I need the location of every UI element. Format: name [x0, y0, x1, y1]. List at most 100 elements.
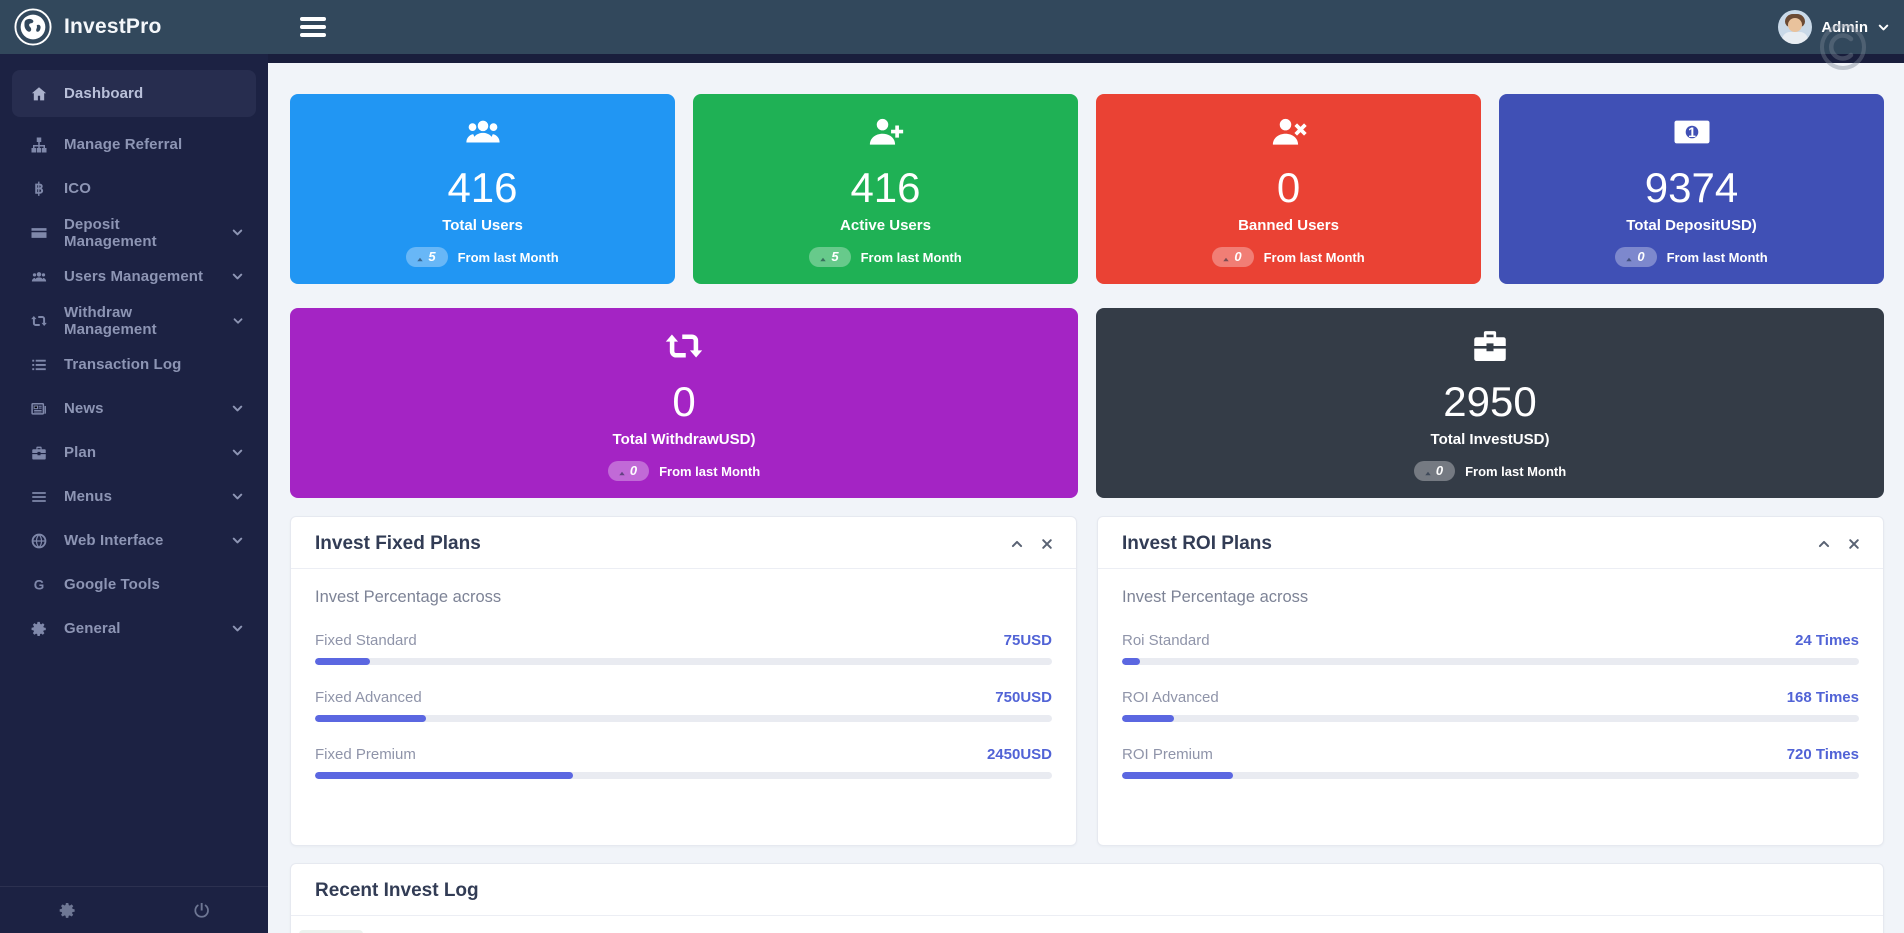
- sidebar-item-news[interactable]: News: [12, 390, 256, 427]
- plan-value: 75USD: [1003, 632, 1052, 649]
- power-icon[interactable]: [134, 901, 268, 920]
- stat-card-active-users: 416 Active Users 5 From last Month: [693, 94, 1078, 284]
- exchange-icon: [661, 325, 707, 369]
- close-icon[interactable]: [1847, 537, 1861, 551]
- sidebar-item-ico[interactable]: ฿ ICO: [12, 170, 256, 207]
- log-row-peek: [299, 930, 363, 933]
- stat-card-total-users: 416 Total Users 5 From last Month: [290, 94, 675, 284]
- newspaper-icon: [29, 400, 49, 418]
- sidebar-item-label: Google Tools: [64, 576, 160, 593]
- delta-note: From last Month: [1666, 249, 1768, 265]
- progress-fill: [315, 772, 573, 779]
- users-group-icon: [460, 111, 506, 155]
- loader-ghost-icon: [1818, 22, 1868, 72]
- sidebar-item-users-management[interactable]: Users Management: [12, 258, 256, 295]
- progress-track: [315, 658, 1052, 665]
- stat-card-total-depositusd: 1 9374 Total DepositUSD) 0 From last Month: [1499, 94, 1884, 284]
- collapse-chevron-up-icon[interactable]: [1817, 537, 1831, 551]
- settings-gear-icon[interactable]: [0, 901, 134, 920]
- progress-track: [1122, 772, 1859, 779]
- brand-name: InvestPro: [64, 15, 162, 38]
- plan-value: 168 Times: [1786, 689, 1859, 706]
- sidebar-item-menus[interactable]: Menus: [12, 478, 256, 515]
- delta-badge: 0 From last Month: [1212, 247, 1365, 268]
- collapse-chevron-up-icon[interactable]: [1010, 537, 1024, 551]
- plan-row-fixed-advanced: Fixed Advanced 750USD: [315, 689, 1052, 722]
- plan-label: ROI Advanced: [1122, 689, 1219, 706]
- sidebar-item-web-interface[interactable]: Web Interface: [12, 522, 256, 559]
- sidebar-item-manage-referral[interactable]: Manage Referral: [12, 126, 256, 163]
- plan-label: ROI Premium: [1122, 746, 1213, 763]
- plan-value: 2450USD: [986, 746, 1052, 763]
- delta-value: 5: [831, 249, 839, 265]
- chevron-down-icon: [1877, 21, 1890, 34]
- bitcoin-icon: ฿: [29, 180, 49, 198]
- globe-icon: [29, 532, 49, 550]
- delta-badge: 5 From last Month: [406, 247, 559, 268]
- sidebar-item-label: General: [64, 620, 121, 637]
- sidebar-item-label: Withdraw Management: [64, 303, 157, 338]
- stat-card-banned-users: 0 Banned Users 0 From last Month: [1096, 94, 1481, 284]
- progress-fill: [315, 715, 426, 722]
- delta-pill: 0: [607, 461, 650, 482]
- sidebar-item-plan[interactable]: Plan: [12, 434, 256, 471]
- sitemap-icon: [29, 136, 49, 154]
- stat-label: Total Users: [442, 217, 523, 235]
- sidebar-item-dashboard[interactable]: Dashboard: [12, 70, 256, 117]
- credit-card-icon: [29, 224, 49, 242]
- svg-text:฿: ฿: [34, 180, 44, 197]
- progress-fill: [315, 658, 371, 665]
- content: 416 Total Users 5 From last Month 416 Active …: [268, 63, 1904, 933]
- progress-track: [1122, 658, 1859, 665]
- svg-text:G: G: [34, 577, 45, 592]
- delta-note: From last Month: [860, 249, 962, 265]
- admin-menu[interactable]: Admin: [1778, 10, 1890, 44]
- sidebar-item-transaction-log[interactable]: Transaction Log: [12, 346, 256, 383]
- stat-value: 2950: [1443, 377, 1537, 425]
- sidebar-item-withdraw-management[interactable]: Withdraw Management: [12, 302, 256, 339]
- panel-subtitle: Invest Percentage across: [315, 588, 502, 606]
- stat-label: Banned Users: [1238, 217, 1339, 235]
- sidebar-item-label: Deposit Management: [64, 215, 157, 250]
- progress-track: [315, 772, 1052, 779]
- sidebar-item-deposit-management[interactable]: Deposit Management: [12, 214, 256, 251]
- delta-pill: 0: [1615, 247, 1657, 268]
- progress-track: [1122, 715, 1859, 722]
- progress-fill: [1122, 772, 1233, 779]
- stat-card-total-withdrawusd: 0 Total WithdrawUSD) 0 From last Month: [290, 308, 1078, 498]
- plan-value: 24 Times: [1795, 632, 1859, 649]
- stat-label: Active Users: [840, 217, 931, 235]
- brand[interactable]: InvestPro: [0, 8, 268, 46]
- delta-pill: 0: [1212, 247, 1254, 268]
- stat-value: 9374: [1644, 163, 1739, 211]
- user-x-icon: [1266, 111, 1312, 155]
- caret-up-icon: [617, 466, 627, 476]
- panel-title: Invest ROI Plans: [1122, 533, 1272, 554]
- sidebar-item-general[interactable]: General: [12, 610, 256, 647]
- delta-badge: 0 From last Month: [1615, 247, 1768, 268]
- delta-value: 0: [1435, 463, 1444, 479]
- sidebar-item-label: Dashboard: [64, 85, 144, 102]
- chevron-down-icon: [231, 402, 244, 415]
- progress-fill: [1122, 658, 1141, 665]
- caret-up-icon: [1423, 466, 1433, 476]
- sidebar-item-google-tools[interactable]: G Google Tools: [12, 566, 256, 603]
- delta-pill: 5: [809, 247, 851, 268]
- close-icon[interactable]: [1040, 537, 1054, 551]
- chevron-down-icon: [231, 490, 244, 503]
- plan-row-roi-premium: ROI Premium 720 Times: [1122, 746, 1859, 779]
- delta-value: 5: [428, 249, 436, 265]
- delta-value: 0: [1234, 249, 1242, 265]
- delta-note: From last Month: [1263, 249, 1365, 265]
- delta-note: From last Month: [457, 249, 559, 265]
- caret-up-icon: [818, 252, 828, 262]
- sidebar-item-label: News: [64, 400, 104, 417]
- delta-note: From last Month: [1465, 463, 1567, 479]
- stat-value: 0: [1276, 163, 1301, 211]
- briefcase-icon: [29, 444, 49, 462]
- hamburger-menu-icon[interactable]: [300, 13, 326, 42]
- stat-label: Total DepositUSD): [1626, 217, 1757, 235]
- admin-label: Admin: [1821, 18, 1868, 36]
- list-icon: [29, 356, 49, 374]
- svg-text:1: 1: [1688, 124, 1696, 140]
